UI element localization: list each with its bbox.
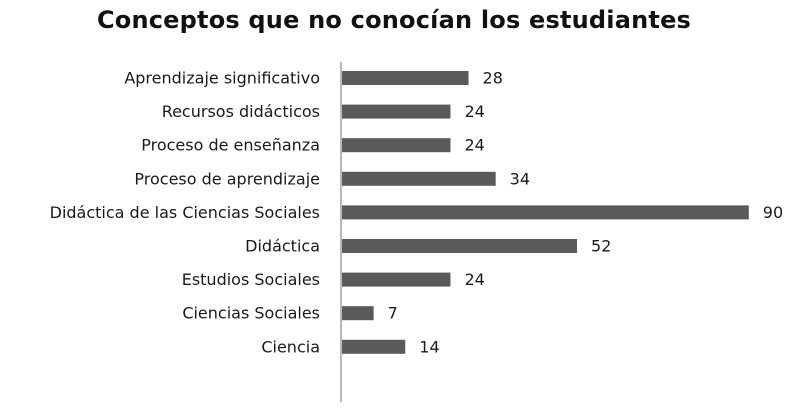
value-label: 14	[419, 337, 439, 356]
value-label: 90	[763, 203, 783, 222]
bar	[342, 104, 451, 119]
category-label: Didáctica	[245, 237, 320, 256]
category-label: Recursos didácticos	[162, 102, 320, 121]
bar	[342, 71, 469, 85]
value-label: 34	[510, 169, 530, 188]
bar	[342, 205, 749, 220]
category-label: Ciencias Sociales	[182, 304, 320, 323]
bar	[342, 138, 451, 153]
bar	[342, 239, 578, 253]
chart-title: Conceptos que no conocían los estudiante…	[96, 6, 692, 34]
bar	[342, 306, 374, 321]
bars-group: Aprendizaje significativo 28 Recursos didá…	[50, 69, 784, 357]
bar	[342, 272, 451, 287]
bar	[342, 339, 406, 354]
value-label: 24	[464, 270, 484, 289]
category-label: Ciencia	[261, 337, 320, 356]
value-label: 7	[388, 304, 398, 323]
category-label: Estudios Sociales	[182, 270, 320, 289]
category-label: Proceso de enseñanza	[141, 136, 320, 155]
value-label: 24	[464, 136, 484, 155]
bar	[342, 171, 496, 186]
value-label: 28	[483, 69, 503, 88]
category-label: Proceso de aprendizaje	[134, 169, 320, 188]
category-label: Aprendizaje significativo	[124, 69, 320, 88]
value-label: 52	[591, 237, 611, 256]
category-label: Didáctica de las Ciencias Sociales	[50, 203, 320, 222]
value-label: 24	[464, 102, 484, 121]
